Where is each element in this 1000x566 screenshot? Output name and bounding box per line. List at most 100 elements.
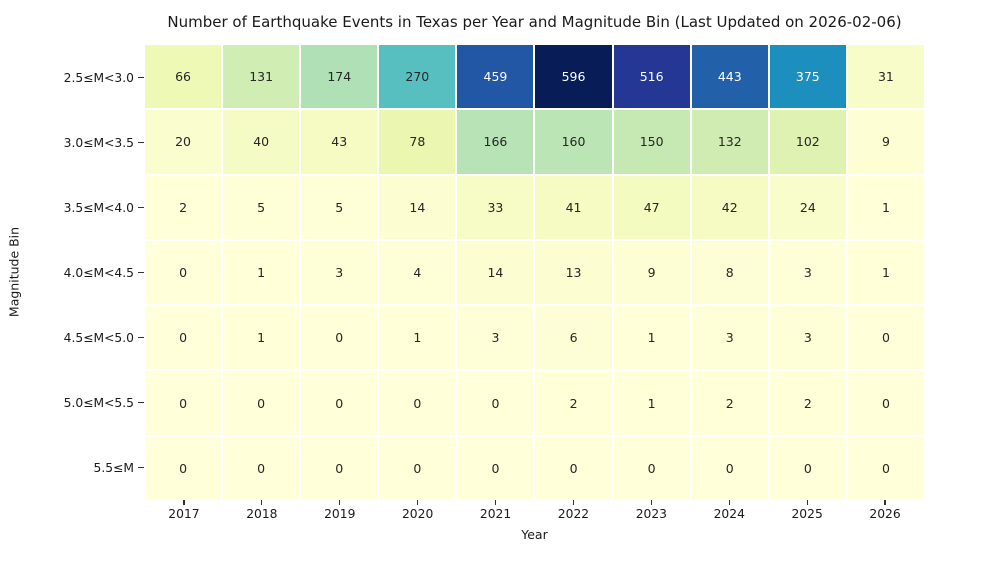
cell-value: 0 — [179, 330, 188, 346]
x-tick-mark — [572, 500, 575, 505]
cell-value: 43 — [331, 134, 348, 150]
heatmap-cell: 375 — [769, 45, 846, 109]
x-tick-label: 2019 — [324, 507, 356, 521]
heatmap-cell: 3 — [769, 306, 846, 370]
heatmap-cell: 0 — [145, 306, 222, 370]
y-tick-label: 3.5≤M<4.0 — [63, 200, 134, 215]
x-tick-label: 2020 — [401, 507, 434, 521]
heatmap-cell: 0 — [847, 306, 924, 370]
cell-value: 66 — [175, 69, 191, 85]
cell-value: 20 — [175, 134, 191, 150]
x-tick-label: 2022 — [557, 507, 590, 521]
heatmap-cell: 13 — [535, 240, 612, 305]
x-tick-mark — [339, 500, 341, 505]
cell-value: 1 — [413, 330, 422, 346]
heatmap-cell: 1 — [613, 306, 690, 370]
heatmap-cell: 42 — [691, 175, 768, 239]
cell-value: 0 — [413, 460, 422, 476]
heatmap-cell: 443 — [691, 45, 768, 109]
cell-value: 459 — [483, 69, 508, 85]
y-tick-mark — [138, 206, 144, 209]
cell-value: 4 — [413, 264, 422, 280]
heatmap-cell: 0 — [301, 436, 378, 500]
cell-value: 1 — [647, 395, 656, 411]
cell-value: 1 — [881, 199, 890, 215]
heatmap-cell: 47 — [613, 175, 690, 239]
cell-value: 2 — [725, 395, 734, 411]
x-tick-label: 2017 — [168, 507, 200, 521]
heatmap-cell: 160 — [535, 110, 612, 174]
x-axis-title: Year — [521, 527, 548, 542]
cell-value: 42 — [721, 199, 738, 215]
cell-value: 78 — [409, 134, 426, 150]
chart-title: Number of Earthquake Events in Texas per… — [167, 13, 902, 31]
heatmap-cell: 78 — [379, 110, 456, 174]
heatmap-cell: 0 — [301, 306, 378, 370]
cell-value: 160 — [561, 134, 586, 150]
cell-value: 6 — [569, 330, 578, 346]
x-tick-mark — [650, 500, 652, 505]
cell-value: 0 — [179, 395, 188, 411]
heatmap-cell: 0 — [145, 371, 222, 435]
heatmap-cell: 0 — [847, 371, 924, 435]
x-tick-mark — [183, 500, 185, 505]
heatmap-cell: 2 — [691, 371, 768, 435]
heatmap-cell: 1 — [379, 306, 456, 370]
y-tick-label: 5.5≤M — [93, 460, 134, 475]
heatmap-cell: 270 — [379, 45, 456, 109]
cell-value: 8 — [725, 264, 734, 280]
cell-value: 3 — [491, 330, 500, 346]
heatmap-grid: 66 131 174 270 459 596 516 443 375 31 20 40 43 78 166 1… — [145, 45, 924, 500]
cell-value: 516 — [639, 69, 664, 85]
cell-value: 9 — [647, 264, 656, 280]
cell-value: 0 — [725, 460, 734, 476]
y-tick-mark — [138, 271, 144, 274]
heatmap-cell: 459 — [457, 45, 534, 109]
cell-value: 0 — [179, 460, 188, 476]
cell-value: 2 — [803, 395, 812, 411]
cell-value: 5 — [335, 199, 344, 215]
heatmap-cell: 0 — [223, 371, 300, 435]
x-tick-label: 2024 — [713, 507, 745, 521]
heatmap-cell: 33 — [457, 175, 534, 239]
heatmap-cell: 0 — [847, 436, 924, 500]
cell-value: 14 — [409, 199, 426, 215]
cell-value: 5 — [257, 199, 266, 215]
heatmap-cell: 0 — [769, 436, 846, 500]
cell-value: 596 — [561, 69, 586, 85]
cell-value: 14 — [487, 264, 504, 280]
cell-value: 33 — [487, 199, 504, 215]
cell-value: 0 — [335, 460, 344, 476]
heatmap-cell: 0 — [457, 371, 534, 435]
cell-value: 40 — [253, 134, 270, 150]
cell-value: 0 — [179, 264, 188, 280]
heatmap-cell: 24 — [769, 175, 846, 239]
heatmap-cell: 2 — [769, 371, 846, 435]
heatmap-cell: 0 — [145, 240, 222, 305]
heatmap-cell: 1 — [847, 175, 924, 239]
heatmap-cell: 14 — [379, 175, 456, 239]
cell-value: 270 — [405, 69, 430, 85]
cell-value: 0 — [491, 460, 500, 476]
heatmap-cell: 131 — [223, 45, 300, 109]
cell-value: 3 — [803, 330, 812, 346]
x-tick-mark — [884, 500, 886, 505]
x-tick-mark — [806, 500, 808, 505]
cell-value: 9 — [881, 134, 890, 150]
heatmap-cell: 0 — [691, 436, 768, 500]
heatmap-cell: 596 — [535, 45, 612, 109]
heatmap-cell: 3 — [457, 306, 534, 370]
heatmap-cell: 4 — [379, 240, 456, 305]
cell-value: 1 — [881, 264, 890, 280]
cell-value: 0 — [881, 395, 890, 411]
heatmap-cell: 0 — [301, 371, 378, 435]
cell-value: 131 — [249, 69, 274, 85]
y-tick-label: 5.0≤M<5.5 — [63, 395, 134, 410]
cell-value: 31 — [877, 69, 894, 85]
heatmap-cell: 0 — [223, 436, 300, 500]
cell-value: 0 — [413, 395, 422, 411]
y-tick-label: 4.0≤M<4.5 — [63, 265, 134, 280]
heatmap-cell: 2 — [535, 371, 612, 435]
heatmap-cell: 102 — [769, 110, 846, 174]
